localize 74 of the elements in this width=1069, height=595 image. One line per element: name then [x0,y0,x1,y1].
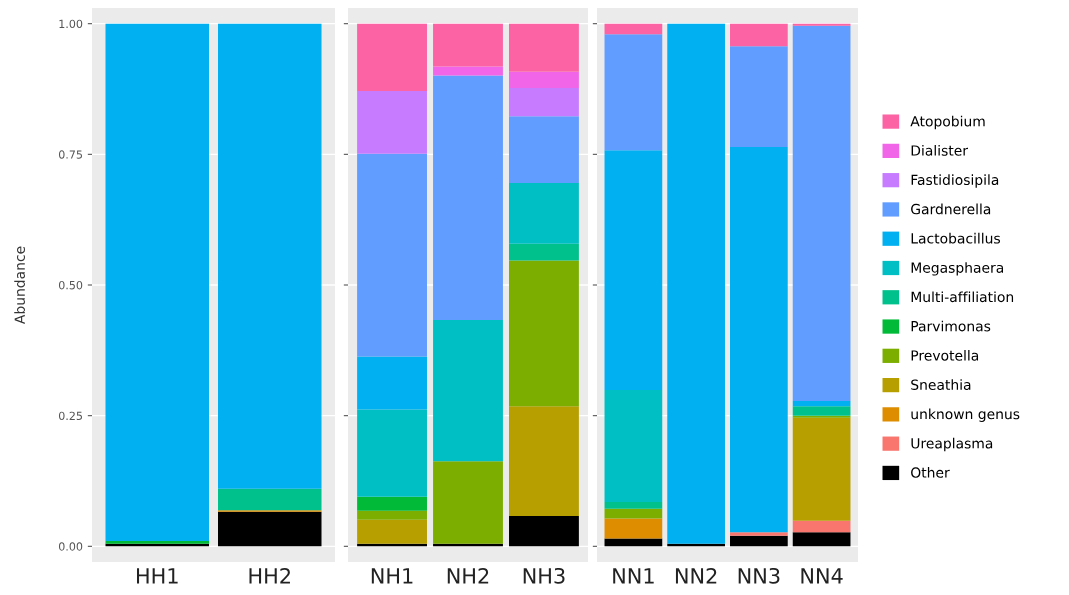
y-tick-label: 0.50 [58,280,83,290]
bar [604,34,663,151]
x-tick-label: NN4 [801,568,843,584]
legend-label: Lactobacillus [911,232,1001,244]
legend-label: Megasphaera [911,262,1003,276]
bar [604,501,663,509]
bar [433,66,503,76]
bar [509,23,579,72]
bar [730,23,788,47]
legend-label: Fastidiosipila [911,174,999,188]
legend-label: Multi-affiliation [911,291,1014,303]
bar [509,87,579,117]
legend-label: unknown genus [911,408,1020,422]
bar [357,519,427,544]
bar [218,488,322,511]
y-axis-title: Abundance [14,246,25,325]
bar [604,150,663,391]
x-tick-label: NN1 [613,568,654,584]
bar [357,91,427,154]
bar [604,518,663,539]
x-tick-label: NH1 [371,568,413,584]
bar [730,147,788,533]
bar [509,71,579,88]
bar [357,23,427,92]
y-tick-label: 0.00 [58,542,83,551]
bar [792,532,851,547]
bar [792,520,851,533]
bar [604,23,663,35]
bar [792,415,851,418]
bar [218,511,322,547]
bar [433,75,503,321]
x-tick-label: HH2 [249,567,290,584]
bar [357,356,427,410]
bar [509,116,579,184]
bar [433,23,503,67]
y-tick-label: 0.75 [58,150,82,159]
bar [730,535,788,547]
bar [357,510,427,520]
legend-label: Ureaplasma [911,437,993,452]
bar [604,538,663,547]
x-tick-label: NN3 [738,567,780,584]
legend-label: Atopobium [910,115,985,130]
bar [792,23,851,26]
x-tick-label: HH1 [137,568,178,584]
bar [604,390,663,502]
bar [357,153,427,357]
y-tick-label: 1.00 [59,19,83,29]
bar [792,417,851,521]
bar [509,183,579,244]
bar [357,496,427,511]
bar [604,508,663,519]
x-tick-label: NN2 [675,567,717,584]
bar [509,406,579,517]
bar [509,243,579,261]
bar [792,25,851,402]
y-tick-label: 0.25 [58,411,82,421]
bar [433,320,503,462]
bar [792,401,851,407]
bar [667,23,725,544]
legend-label: Gardnerella [911,203,991,215]
legend-label: Parvimonas [911,320,991,332]
legend-label: Dialister [911,145,968,156]
bar [433,461,503,544]
bar [730,46,788,148]
bar [730,532,788,536]
x-tick-label: NH2 [447,567,489,584]
legend-label: Sneathia [911,379,971,390]
bar [792,406,851,416]
x-tick-label: NH3 [523,567,565,584]
legend-label: Other [911,467,950,478]
legend-label: Prevotella [911,349,979,361]
bar [509,260,579,407]
bar [357,409,427,497]
bar [509,516,579,547]
